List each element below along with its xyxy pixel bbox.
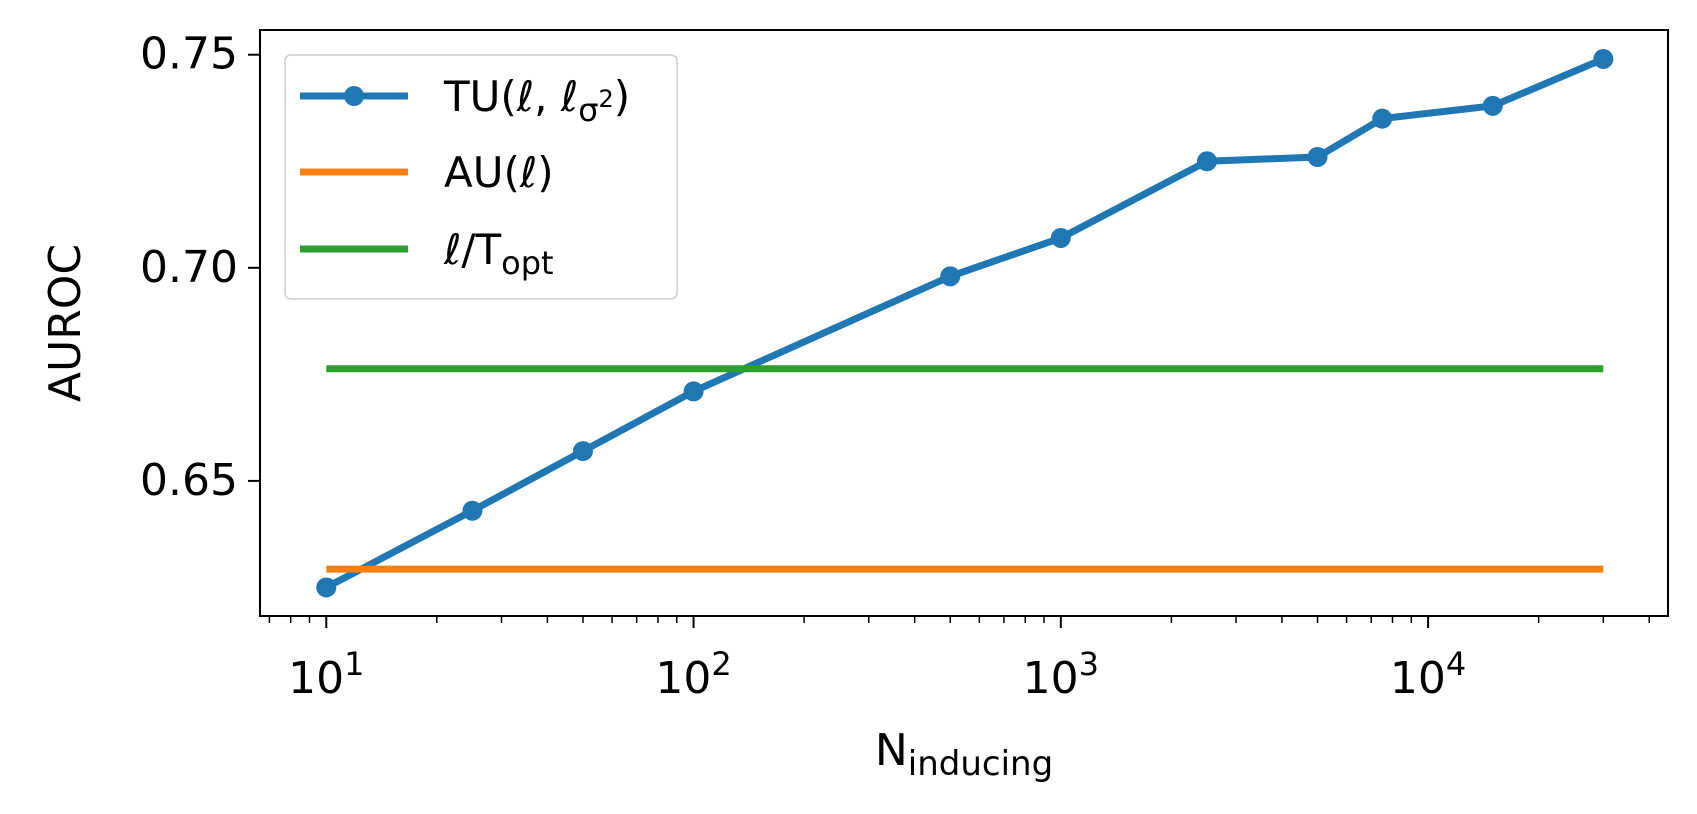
data-point-0-6	[1196, 151, 1217, 172]
x-tick-exponent: 1	[344, 645, 364, 683]
x-axis-label: Ninducing	[875, 725, 1053, 784]
x-tick-exponent: 4	[1446, 645, 1466, 683]
x-tick-label-3: 104	[1390, 645, 1466, 704]
data-point-0-0	[316, 577, 337, 598]
legend-label-2: ℓ/Topt	[443, 225, 554, 282]
y-axis: 0.65 0.70 0.75	[140, 29, 260, 506]
legend-box	[284, 54, 678, 300]
x-axis: 101 102 103 104	[268, 616, 1650, 704]
legend-label-part: AU(ℓ)	[444, 148, 554, 197]
legend: TU(ℓ, ℓσ2) AU(ℓ) ℓ/Topt	[284, 54, 678, 300]
data-point-0-4	[940, 266, 961, 287]
data-point-0-10	[1593, 48, 1614, 69]
y-tick-label-0: 0.65	[140, 455, 238, 506]
legend-label-0: TU(ℓ, ℓσ2)	[443, 72, 630, 129]
x-tick-base: 10	[288, 653, 344, 704]
legend-label-1: AU(ℓ)	[444, 148, 554, 197]
legend-label-part: )	[614, 72, 630, 121]
y-tick-label-2: 0.75	[140, 29, 238, 80]
legend-label-part: ℓ/T	[443, 225, 502, 274]
legend-marker-0	[344, 86, 364, 106]
plot-frame	[259, 29, 1669, 617]
data-point-0-9	[1482, 95, 1503, 116]
x-tick-exponent: 3	[1079, 645, 1099, 683]
legend-label-part: opt	[501, 244, 553, 282]
legend-label-part: TU(ℓ, ℓ	[443, 72, 578, 121]
plot-marks	[316, 48, 1614, 598]
y-axis-label: AUROC	[40, 244, 91, 402]
data-point-0-2	[572, 441, 593, 462]
data-point-0-8	[1372, 108, 1393, 129]
legend-label-part: σ	[578, 91, 598, 129]
x-tick-label-2: 103	[1023, 645, 1099, 704]
data-point-0-3	[683, 381, 704, 402]
x-axis-label-main: N	[875, 725, 908, 776]
y-tick-label-1: 0.70	[140, 242, 238, 293]
x-axis-label-subscript: inducing	[908, 744, 1053, 784]
data-point-0-1	[462, 500, 483, 521]
x-tick-base: 10	[1023, 653, 1079, 704]
x-tick-base: 10	[1390, 653, 1446, 704]
x-tick-base: 10	[655, 653, 711, 704]
x-tick-label-0: 101	[288, 645, 364, 704]
x-tick-exponent: 2	[711, 645, 731, 683]
data-point-0-5	[1050, 227, 1071, 248]
x-tick-label-1: 102	[655, 645, 731, 704]
legend-label-part: 2	[598, 85, 613, 113]
data-point-0-7	[1307, 147, 1328, 168]
